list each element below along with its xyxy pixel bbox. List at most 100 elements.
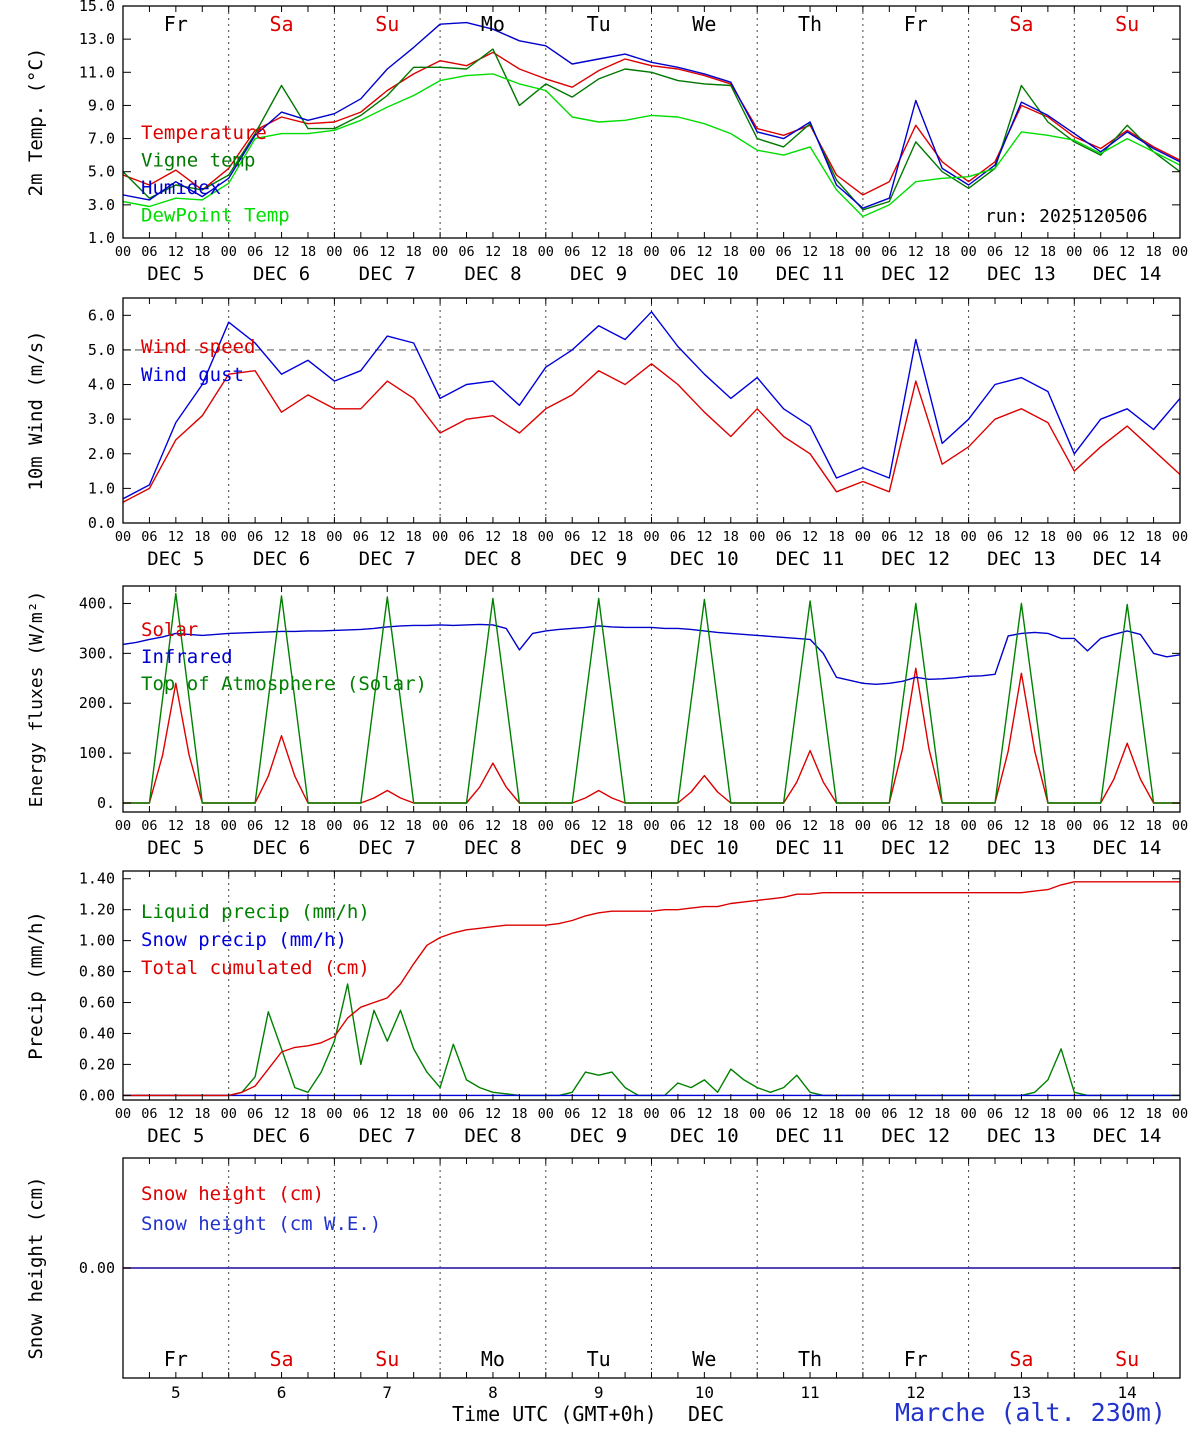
xtick-label: 06 (247, 1106, 263, 1122)
legend-solar: Solar (141, 619, 198, 641)
xtick-label: 12 (802, 244, 818, 260)
xtick-label: 12 (908, 1106, 924, 1122)
day-label: DEC 10 (670, 263, 739, 285)
xtick-label: 12 (485, 529, 501, 545)
ytick-label: 0.00 (79, 1086, 115, 1104)
xtick-label: 00 (855, 1106, 871, 1122)
xtick-label: 00 (432, 244, 448, 260)
day-label: DEC 9 (570, 263, 627, 285)
xtick-label: 06 (775, 244, 791, 260)
xaxis-title: Time UTC (GMT+0h) (452, 1402, 657, 1426)
xtick-label: 18 (511, 529, 527, 545)
xtick-label: 06 (881, 1106, 897, 1122)
xtick-label: 06 (881, 529, 897, 545)
series-wind-gust (122, 311, 1181, 500)
ytick-label: 1.0 (88, 479, 115, 497)
series-wind-speed (122, 363, 1181, 503)
xtick-label: 00 (432, 818, 448, 834)
legend-dewpoint-temp: DewPoint Temp (141, 205, 290, 227)
day-label: DEC 5 (147, 837, 204, 859)
ytick-label: 6.0 (88, 306, 115, 324)
xtick-label: 12 (696, 529, 712, 545)
ytick-label: 0.80 (79, 963, 115, 981)
day-label: DEC 6 (253, 548, 310, 570)
xtick-label: 06 (987, 529, 1003, 545)
ytick-label: 0.60 (79, 994, 115, 1012)
xtick-label: 06 (670, 244, 686, 260)
xtick-label: 18 (194, 1106, 210, 1122)
xtick-label: 06 (564, 529, 580, 545)
day-label: DEC 14 (1093, 548, 1162, 570)
day-label: DEC 7 (359, 263, 416, 285)
xtick-label: 18 (934, 818, 950, 834)
xtick-label: 12 (379, 529, 395, 545)
series-dewpoint-temp (122, 73, 1181, 218)
xtick-label: 06 (353, 529, 369, 545)
xtick-label: 00 (855, 244, 871, 260)
xtick-label: 12 (1013, 244, 1029, 260)
day-name: Tu (587, 1347, 611, 1371)
y-ticks-energy: 0. 100. 200. 300. 400. (79, 594, 1180, 812)
xtick-label: 06 (458, 818, 474, 834)
y-ticks-snow: 0.00 (79, 1259, 1180, 1277)
day-label: DEC 8 (464, 1125, 521, 1147)
panel-temp2m: 1.0 3.0 5.0 7.0 9.0 11.0 13.0 15.0 2m Temp. (°C)… (25, 0, 1188, 285)
day-label: DEC 11 (776, 263, 845, 285)
series-total-cumulated (123, 881, 1180, 1097)
xtick-label: 12 (273, 529, 289, 545)
xtick-label: 12 (1119, 529, 1135, 545)
xtick-label: 18 (1040, 818, 1056, 834)
day-name: Sa (270, 12, 294, 36)
day-name: Sa (1009, 1347, 1033, 1371)
day-label: DEC 13 (987, 837, 1056, 859)
day-name: Tu (587, 12, 611, 36)
series-infrared (122, 623, 1181, 685)
day-label: DEC 10 (670, 837, 739, 859)
xtick-label: 00 (1066, 818, 1082, 834)
xtick-label: 18 (723, 818, 739, 834)
xtick-label: 06 (458, 244, 474, 260)
xtick-label: 12 (591, 529, 607, 545)
xtick-label: 18 (828, 244, 844, 260)
xtick-label: 18 (723, 1106, 739, 1122)
xtick-label: 06 (564, 244, 580, 260)
xtick-label: 12 (591, 244, 607, 260)
xtick-label: 00 (960, 529, 976, 545)
day-label: DEC 8 (464, 263, 521, 285)
xtick-label: 06 (987, 244, 1003, 260)
xtick-label: 00 (749, 529, 765, 545)
day-number: 13 (1012, 1383, 1031, 1402)
xtick-label: 18 (300, 244, 316, 260)
xtick-label: 18 (617, 818, 633, 834)
ytick-label: 4.0 (88, 376, 115, 394)
xtick-label: 00 (115, 244, 131, 260)
day-label: DEC 7 (359, 548, 416, 570)
xtick-label: 12 (168, 529, 184, 545)
day-label: DEC 6 (253, 263, 310, 285)
legend-wind-gust: Wind gust (141, 364, 244, 386)
xtick-label: 00 (960, 1106, 976, 1122)
xtick-label: 00 (643, 244, 659, 260)
xtick-label: 18 (406, 818, 422, 834)
xtick-label: 00 (855, 529, 871, 545)
day-label: DEC 13 (987, 548, 1056, 570)
day-name: Fr (164, 12, 188, 36)
xtick-label: 00 (432, 529, 448, 545)
xtick-label: 18 (406, 1106, 422, 1122)
xtick-label: 18 (1145, 1106, 1161, 1122)
day-name: Su (1115, 1347, 1139, 1371)
xtick-label: 06 (353, 1106, 369, 1122)
xtick-label: 06 (141, 818, 157, 834)
ytick-label: 9.0 (88, 96, 115, 114)
xtick-label: 00 (1066, 244, 1082, 260)
xtick-label: 12 (908, 529, 924, 545)
x-ticks-temp2m (122, 6, 1181, 238)
xtick-label: 06 (458, 529, 474, 545)
ytick-label: 5.0 (88, 341, 115, 359)
xtick-label: 06 (247, 529, 263, 545)
day-label: DEC 6 (253, 837, 310, 859)
ytick-label: 1.0 (88, 229, 115, 247)
xtick-label: 12 (591, 1106, 607, 1122)
